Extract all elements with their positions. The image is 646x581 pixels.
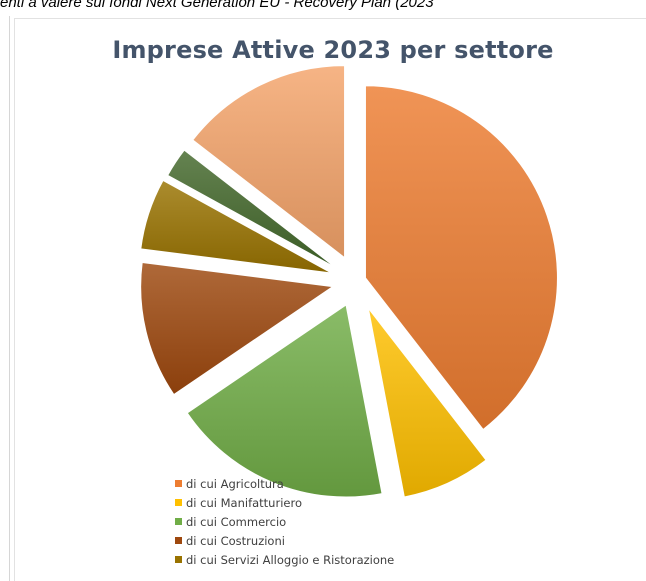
legend-item: di cui Commercio [175,512,394,531]
legend-label: di cui Commercio [186,514,287,529]
chart-legend: di cui Agricoltura di cui Manifatturiero d… [175,474,394,569]
pie-slice-5 [140,179,332,274]
legend-item: di cui Agricoltura [175,474,394,493]
page-margin-rule [9,16,10,581]
legend-label: di cui Costruzioni [186,533,285,548]
pie-slice-4 [140,261,335,396]
legend-label: di cui Agricoltura [186,476,284,491]
legend-swatch [175,537,182,544]
legend-swatch [175,480,182,487]
legend-swatch [175,556,182,563]
pie-slice-1 [364,85,558,431]
pie-slice-7 [192,65,346,259]
legend-item: di cui Servizi Alloggio e Ristorazione [175,550,394,569]
legend-label: di cui Servizi Alloggio e Ristorazione [186,552,395,567]
pie-slice-6 [167,149,337,269]
pie-slice-2 [367,308,487,498]
document-header-text: enti a valere sui fondi Next Generation … [0,0,434,11]
pie-slice-3 [186,304,383,498]
chart-title: Imprese Attive 2023 per settore [112,36,554,64]
chart-area [14,18,646,581]
legend-swatch [175,499,182,506]
legend-item: di cui Costruzioni [175,531,394,550]
legend-label: di cui Manifatturiero [186,495,302,510]
legend-swatch [175,518,182,525]
legend-item: di cui Manifatturiero [175,493,394,512]
